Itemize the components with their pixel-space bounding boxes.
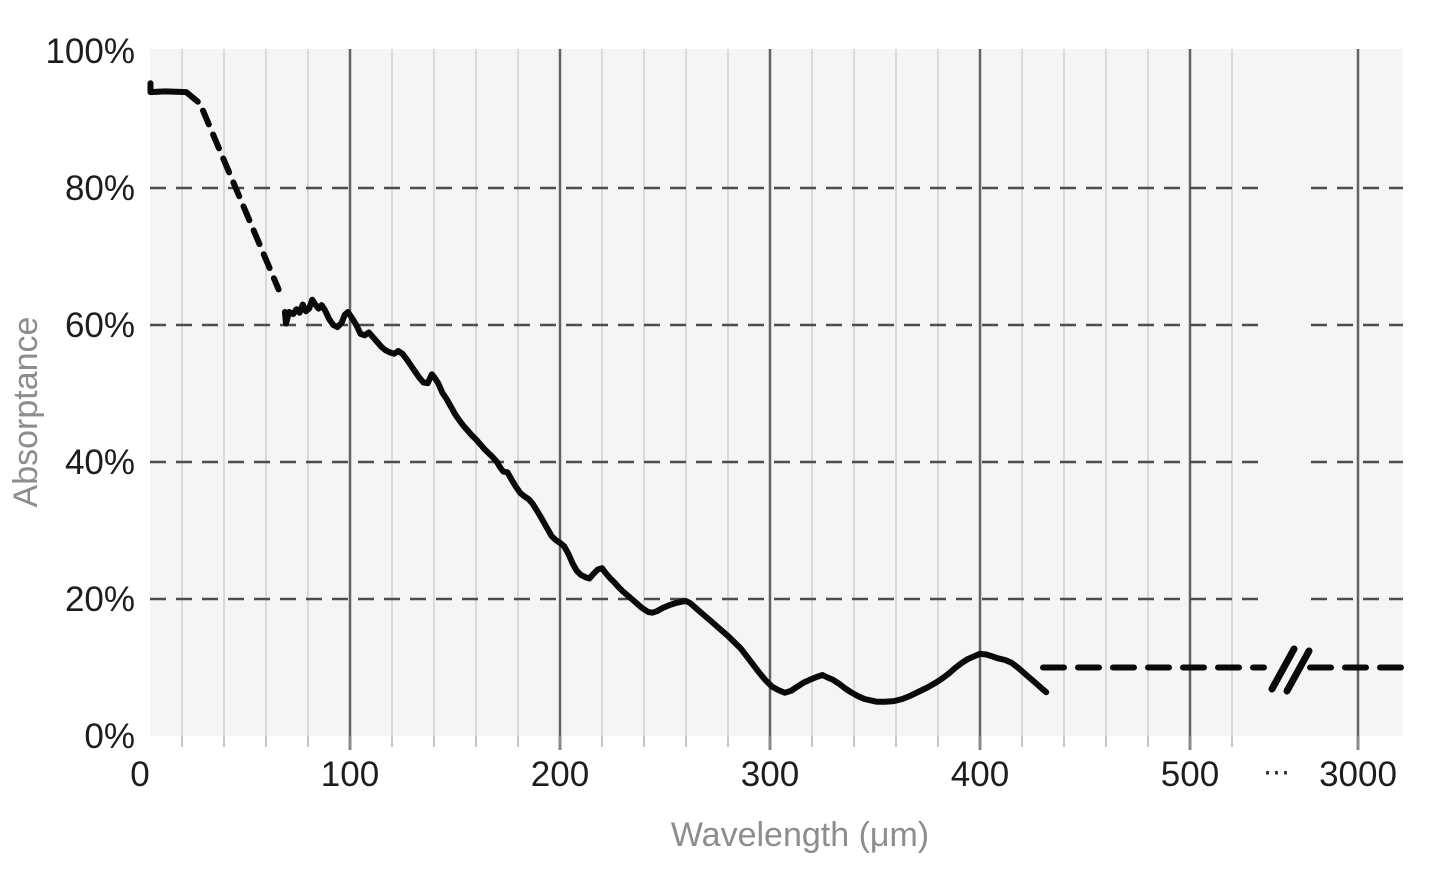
x-tick-label: 500	[1161, 755, 1219, 794]
measured-main-curve	[281, 296, 1050, 705]
grid-layer	[150, 49, 1403, 736]
x-axis-break-ellipsis: ⋯	[1263, 757, 1291, 787]
y-tick-label: 0%	[84, 717, 135, 756]
y-tick-label: 100%	[45, 32, 135, 71]
x-tick-label: 3000	[1319, 755, 1397, 794]
y-tick-label: 40%	[65, 443, 135, 482]
axis-break-mark	[1283, 647, 1313, 695]
x-tick-label: 400	[951, 755, 1009, 794]
x-tick-label: 300	[741, 755, 799, 794]
y-tick-label: 20%	[65, 580, 135, 619]
data-series-layer	[147, 80, 1409, 705]
y-axis-title: Absorptance	[7, 317, 45, 508]
measured-start-curve	[147, 80, 201, 105]
axis-break-mark	[1268, 645, 1298, 693]
plot-area	[150, 49, 1403, 736]
x-axis-title: Wavelength (μm)	[671, 816, 929, 854]
x-tick-label: 0	[130, 755, 149, 794]
y-tick-label: 80%	[65, 169, 135, 208]
x-tick-label: 100	[321, 755, 379, 794]
axis-ticks-layer	[181, 736, 1360, 750]
x-tick-label: 200	[531, 755, 589, 794]
y-tick-label: 60%	[65, 306, 135, 345]
tick-labels-layer: 0 100 200 300 400 500 3000 ⋯ 0% 20% 40% 60% 80% 100%	[45, 32, 1396, 794]
plot-background-layer	[150, 49, 1403, 736]
interpolated-dashed-segment	[200, 107, 282, 293]
